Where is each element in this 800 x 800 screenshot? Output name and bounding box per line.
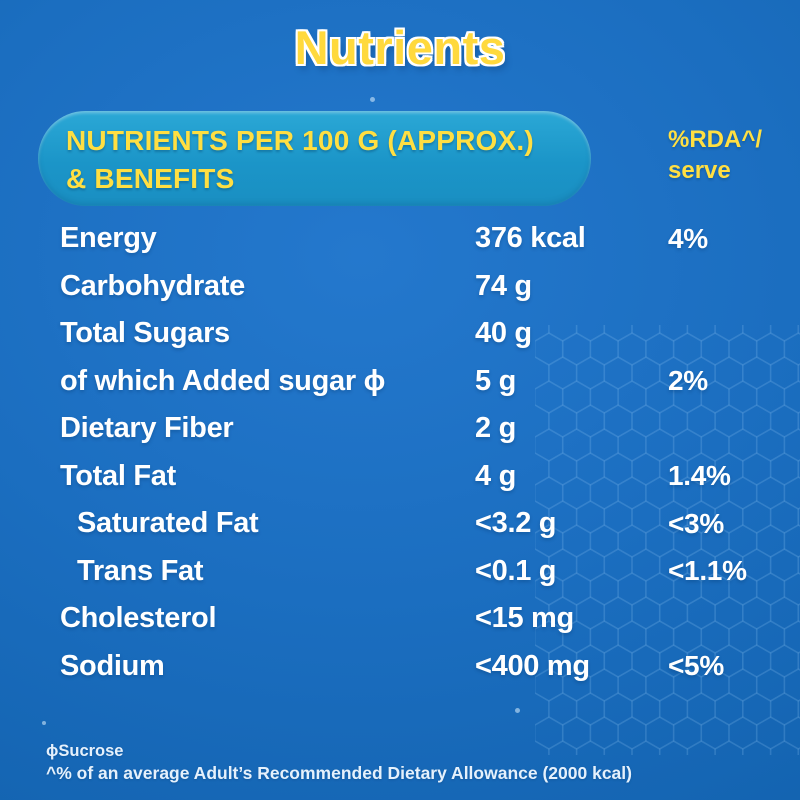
table-row-cholesterol: Cholesterol <15 mg [0,595,800,643]
sparkle-dot [515,708,520,713]
table-row-sodium: Sodium <400 mg <5% [0,643,800,691]
nutrient-label: Sodium [60,649,165,682]
nutrient-rda: <5% [668,650,724,682]
nutrient-rda: <1.1% [668,555,747,587]
nutrient-label: Saturated Fat [77,507,259,540]
nutrient-label: Energy [60,222,157,255]
nutrient-label: Dietary Fiber [60,412,234,445]
sparkle-dot [42,721,46,725]
table-row-added-sugar: of which Added sugar ϕ 5 g 2% [0,358,800,406]
table-header-pill: NUTRIENTS PER 100 G (APPROX.) & BENEFITS [38,111,591,206]
nutrient-value: <400 mg [475,649,590,682]
nutrient-rda: <3% [668,507,724,539]
table-row-saturated-fat: Saturated Fat <3.2 g <3% [0,500,800,548]
nutrient-value: 74 g [475,269,532,302]
page-title: Nutrients [294,21,506,74]
table-row-dietary-fiber: Dietary Fiber 2 g [0,405,800,453]
footnote-sucrose: ϕSucrose [46,742,124,760]
table-header-line2: & BENEFITS [66,163,235,194]
footnotes: ϕSucrose ^% of an average Adult’s Recomm… [46,740,632,785]
nutrient-rda: 1.4% [668,460,731,492]
rda-header-line1: %RDA^/ [668,126,763,153]
nutrient-value: 2 g [475,412,516,445]
table-row-total-fat: Total Fat 4 g 1.4% [0,453,800,501]
nutrient-value: 40 g [475,317,532,350]
nutrient-value: 376 kcal [475,222,586,255]
nutrient-value: 4 g [475,459,516,492]
nutrient-label: Total Fat [60,459,176,492]
nutrient-value: <0.1 g [475,554,557,587]
nutrient-value: <3.2 g [475,507,557,540]
table-row-energy: Energy 376 kcal 4% [0,215,800,263]
table-row-trans-fat: Trans Fat <0.1 g <1.1% [0,548,800,596]
nutrient-label: Trans Fat [77,554,204,587]
table-header-line1: NUTRIENTS PER 100 G (APPROX.) [66,125,534,156]
table-row-carbohydrate: Carbohydrate 74 g [0,263,800,311]
nutrient-rda: 4% [668,222,708,254]
nutrient-label: Cholesterol [60,602,217,635]
nutrient-rda: 2% [668,365,708,397]
rda-column-header: %RDA^/ serve [668,124,762,186]
nutrient-value: <15 mg [475,602,574,635]
table-row-total-sugars: Total Sugars 40 g [0,310,800,358]
rda-header-line2: serve [668,157,731,184]
nutrient-label: Total Sugars [60,317,230,350]
nutrient-label: of which Added sugar ϕ [60,364,386,397]
nutrient-value: 5 g [475,364,516,397]
sparkle-dot [370,97,375,102]
footnote-rda-definition: ^% of an average Adult’s Recommended Die… [46,763,632,783]
nutrient-label: Carbohydrate [60,269,245,302]
nutrition-table: Energy 376 kcal 4% Carbohydrate 74 g Tot… [0,215,800,690]
